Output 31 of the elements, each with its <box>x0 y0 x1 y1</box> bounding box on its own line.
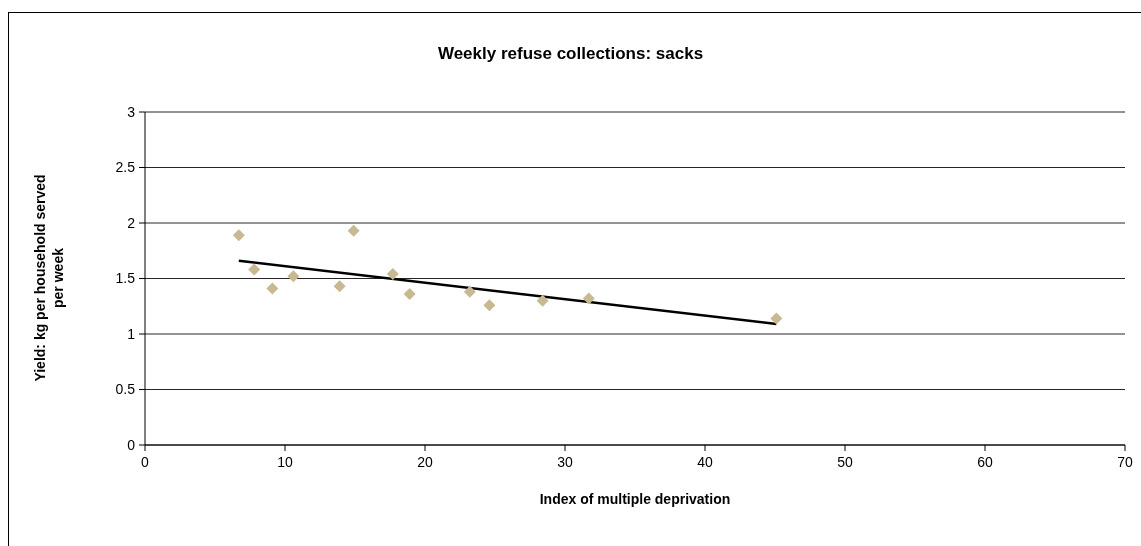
point <box>770 312 783 325</box>
point <box>386 268 399 281</box>
point <box>232 229 245 242</box>
x-tick-label: 0 <box>141 453 150 470</box>
x-tick-label: 60 <box>977 453 993 470</box>
x-axis-title: Index of multiple deprivation <box>538 491 732 507</box>
x-tick-label: 70 <box>1117 453 1133 470</box>
chart-title: Weekly refuse collections: sacks <box>436 44 705 64</box>
point <box>266 282 279 295</box>
point <box>582 292 595 305</box>
point <box>333 280 346 293</box>
x-tick-label: 50 <box>837 453 853 470</box>
point <box>403 288 416 301</box>
x-tick-label: 10 <box>277 453 293 470</box>
point <box>483 299 496 312</box>
y-tick-label: 1 <box>127 325 136 342</box>
y-tick-label: 1.5 <box>115 270 136 287</box>
y-axis-title: Yield: kg per household served per week <box>32 174 66 382</box>
x-tick-label: 20 <box>417 453 433 470</box>
y-tick-label: 0 <box>127 436 136 453</box>
point <box>347 224 360 237</box>
y-tick-label: 2 <box>127 214 136 231</box>
x-tick-label: 40 <box>697 453 713 470</box>
point <box>536 294 549 307</box>
y-tick-label: 0.5 <box>115 381 136 398</box>
point <box>287 270 300 283</box>
x-tick-label: 30 <box>557 453 573 470</box>
point <box>463 285 476 298</box>
y-tick-label: 2.5 <box>115 159 136 176</box>
y-tick-label: 3 <box>127 103 136 120</box>
point <box>248 263 261 276</box>
